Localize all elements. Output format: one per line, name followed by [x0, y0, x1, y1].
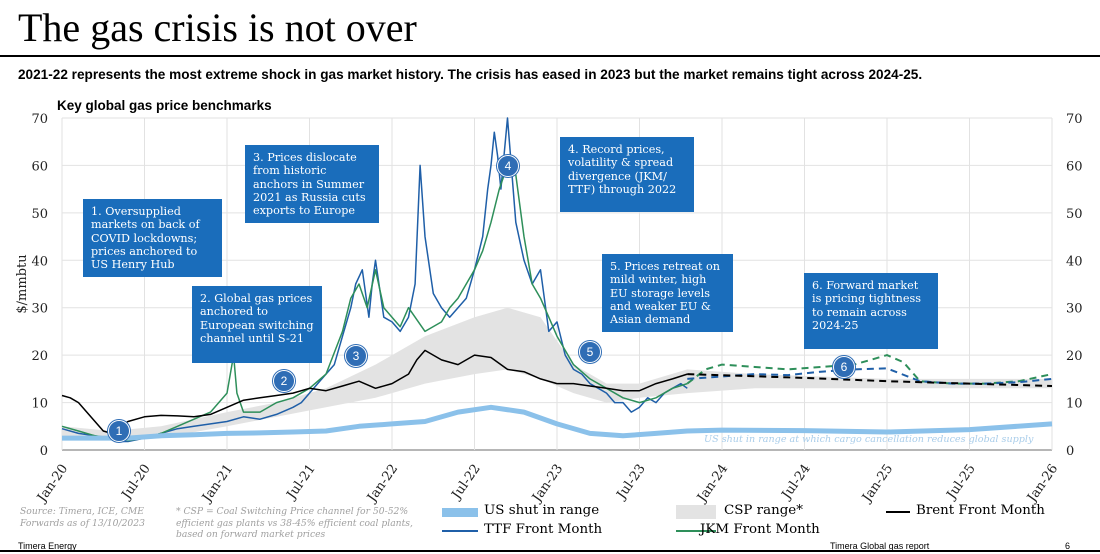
x-tick-label: Jul-20	[118, 462, 154, 504]
marker-4: 4	[497, 155, 519, 177]
x-tick-label: Jul-22	[448, 462, 484, 504]
marker-5: 5	[579, 341, 601, 363]
page-subtitle: 2021-22 represents the most extreme shoc…	[18, 67, 923, 82]
marker-6: 6	[833, 356, 855, 378]
x-tick-label: Jan-22	[364, 462, 402, 507]
callout-6: 6. Forward market is pricing tightness t…	[804, 273, 938, 349]
y-tick-label-right: 40	[1066, 254, 1083, 269]
x-tick-label: Jan-21	[199, 462, 237, 507]
x-tick-label: Jan-23	[529, 462, 567, 507]
footer-report: Timera Global gas report	[830, 541, 930, 551]
marker-2: 2	[273, 370, 295, 392]
legend-ttf: TTF Front Month	[484, 522, 603, 537]
legend-jkm-swatch	[676, 530, 716, 532]
callout-5: 5. Prices retreat on mild winter, high E…	[602, 254, 733, 332]
y-tick-label-right: 10	[1066, 397, 1083, 412]
x-tick-label: Jul-21	[283, 462, 319, 504]
x-tick-label: Jan-20	[34, 462, 72, 507]
y-tick-label-left: 20	[31, 349, 48, 364]
y-axis-label: $/mmbtu	[15, 254, 30, 313]
y-tick-label-right: 20	[1066, 349, 1083, 364]
y-tick-label-left: 40	[31, 254, 48, 269]
y-tick-label-left: 0	[40, 444, 48, 459]
x-tick-label: Jan-25	[859, 462, 897, 507]
series-ttf-forward	[687, 367, 1053, 385]
footer-rule	[0, 550, 1100, 552]
x-tick-label: Jan-26	[1024, 462, 1062, 507]
legend-us-shut-in: US shut in range	[484, 503, 600, 518]
chart-title: Key global gas price benchmarks	[57, 98, 272, 113]
callout-4: 4. Record prices, volatility & spread di…	[560, 137, 694, 212]
csp-footnote: * CSP = Coal Switching Price channel for…	[176, 506, 413, 540]
source-note: Source: Timera, ICE, CME Forwards as of …	[20, 506, 145, 529]
y-tick-label-right: 30	[1066, 302, 1083, 317]
y-tick-label-left: 10	[31, 397, 48, 412]
callout-1: 1. Oversupplied markets on back of COVID…	[83, 199, 222, 277]
legend-jkm: JKM Front Month	[700, 522, 820, 537]
series-brent-forward	[687, 373, 1053, 387]
page-number: 6	[1065, 541, 1071, 551]
legend-brent-swatch	[886, 511, 910, 513]
footer-company: Timera Energy	[18, 541, 77, 551]
y-tick-label-right: 70	[1066, 112, 1083, 127]
legend-csp-swatch	[676, 505, 716, 519]
title-rule	[0, 55, 1100, 57]
y-tick-label-left: 70	[31, 112, 48, 127]
y-tick-label-right: 60	[1066, 159, 1083, 174]
y-tick-label-right: 50	[1066, 207, 1083, 222]
x-tick-label: Jul-25	[943, 462, 979, 504]
x-tick-label: Jul-24	[778, 462, 814, 504]
y-tick-label-right: 0	[1066, 444, 1074, 459]
csp-range-band	[62, 307, 1052, 441]
marker-1: 1	[108, 420, 130, 442]
legend-us-swatch	[442, 508, 478, 517]
legend-csp-range: CSP range*	[724, 503, 803, 518]
x-tick-label: Jan-24	[694, 462, 732, 507]
y-tick-label-left: 50	[31, 207, 48, 222]
callout-2: 2. Global gas prices anchored to Europea…	[192, 286, 322, 363]
y-tick-label-left: 30	[31, 302, 48, 317]
callout-3: 3. Prices dislocate from historic anchor…	[245, 145, 379, 223]
y-tick-label-left: 60	[31, 159, 48, 174]
legend-ttf-swatch	[442, 530, 478, 532]
us-shut-in-note: US shut in range at which cargo cancella…	[704, 434, 1034, 445]
series-us-shut-in-range	[62, 404, 1053, 441]
page-title: The gas crisis is not over	[18, 5, 417, 50]
x-tick-label: Jul-23	[613, 462, 649, 504]
legend-brent: Brent Front Month	[916, 503, 1045, 518]
marker-3: 3	[345, 345, 367, 367]
